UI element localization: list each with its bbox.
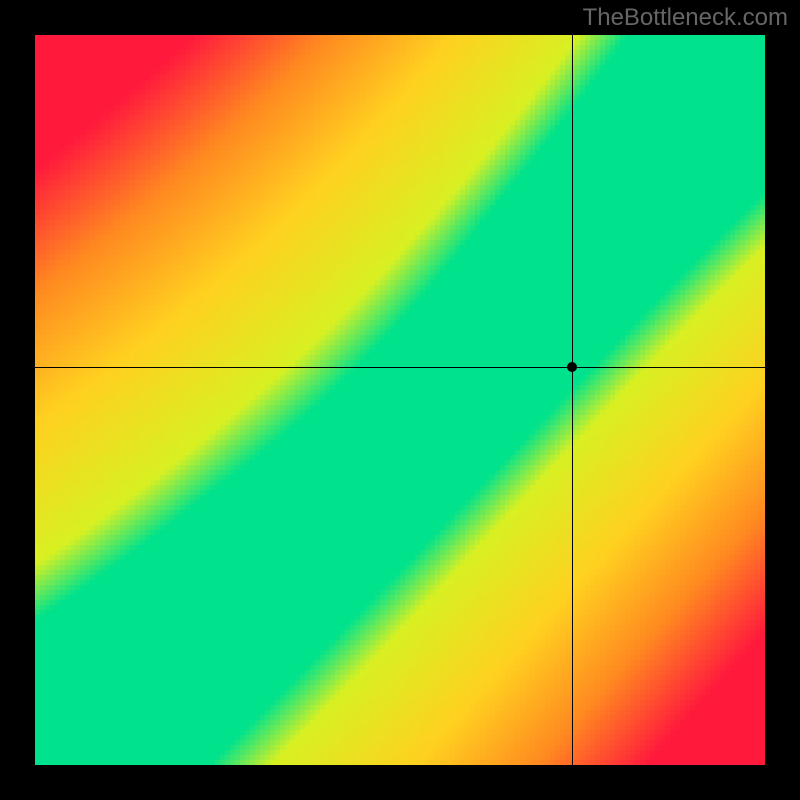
crosshair-marker — [567, 362, 577, 372]
plot-area — [35, 35, 765, 765]
crosshair-horizontal — [35, 367, 765, 368]
heatmap-canvas — [35, 35, 765, 765]
chart-container: TheBottleneck.com — [0, 0, 800, 800]
watermark-text: TheBottleneck.com — [583, 4, 788, 32]
crosshair-vertical — [572, 35, 573, 765]
